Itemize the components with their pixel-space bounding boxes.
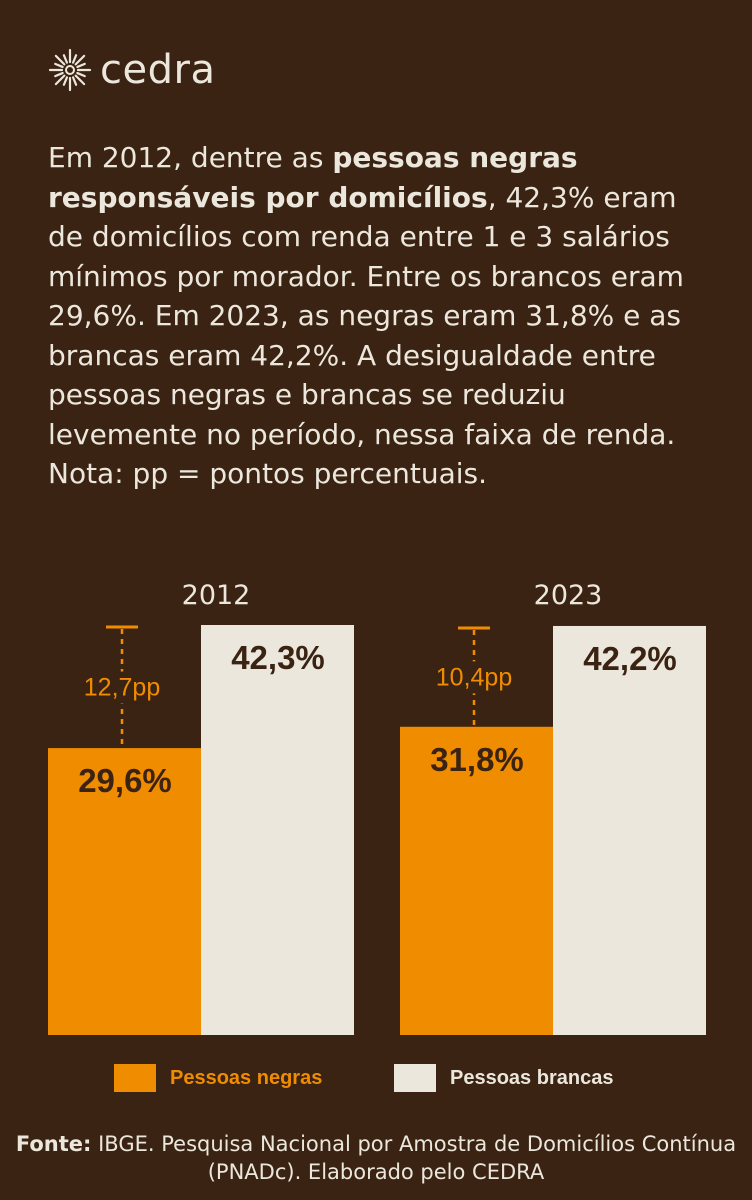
- bar-brancas-2023: [553, 625, 706, 1035]
- category-label-2023: 2023: [534, 580, 603, 611]
- value-label-negras-2012: 29,6%: [78, 762, 172, 799]
- value-label-brancas-2012: 42,3%: [231, 639, 325, 676]
- source-text: IBGE. Pesquisa Nacional por Amostra de D…: [91, 1132, 737, 1184]
- legend-label-brancas: Pessoas brancas: [450, 1066, 614, 1089]
- legend-swatch-negras: [114, 1064, 156, 1092]
- value-label-negras-2023: 31,8%: [430, 741, 524, 778]
- legend-swatch-brancas: [394, 1064, 436, 1092]
- bar-brancas-2012: [201, 625, 354, 1035]
- legend-label-negras: Pessoas negras: [170, 1066, 323, 1089]
- bar-negras-2012: [48, 748, 201, 1035]
- difference-label-bg-2023: [426, 661, 522, 694]
- source-label: Fonte:: [15, 1132, 92, 1156]
- bar-chart: 2012 29,6% 42,3% 12,7pp 2023 31,8% 42,2% 10,4pp: [48, 580, 706, 1035]
- value-label-brancas-2023: 42,2%: [583, 640, 677, 677]
- sunburst-icon: [48, 48, 92, 92]
- bar-negras-2023: [400, 726, 553, 1035]
- intro-highlight: pessoas negras responsáveis por domicíli…: [48, 141, 578, 214]
- brand-name: cedra: [100, 47, 216, 93]
- difference-label-2023: 10,4pp: [436, 663, 512, 691]
- difference-label-bg-2012: [74, 671, 170, 704]
- brand-logo: cedra: [48, 40, 215, 100]
- intro-text-start: Em 2012, dentre as: [48, 141, 333, 174]
- legend-item-negras: Pessoas negras: [114, 1064, 322, 1092]
- category-label-2012: 2012: [182, 580, 251, 611]
- legend-item-brancas: Pessoas brancas: [394, 1064, 613, 1092]
- intro-paragraph: Em 2012, dentre as pessoas negras respon…: [48, 138, 718, 494]
- chart-legend: Pessoas negras Pessoas brancas: [0, 1064, 752, 1094]
- difference-label-2012: 12,7pp: [84, 674, 160, 702]
- intro-text-end: , 42,3% eram de domicílios com renda ent…: [48, 180, 684, 491]
- source-note: Fonte: IBGE. Pesquisa Nacional por Amost…: [0, 1130, 752, 1186]
